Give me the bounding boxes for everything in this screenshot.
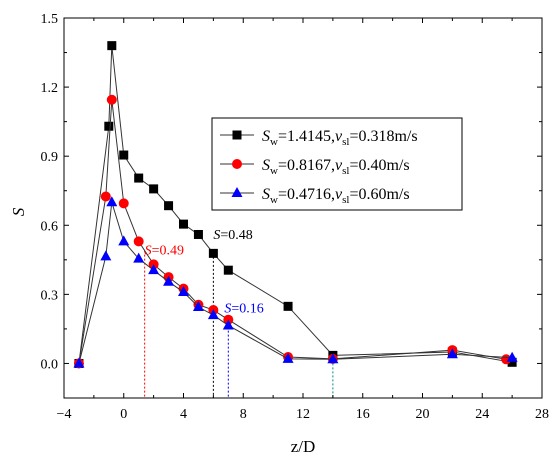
y-axis-label: S	[9, 207, 28, 216]
data-point	[282, 352, 294, 363]
annotation-red: S=0.49	[145, 244, 184, 259]
y-tick-label: 0.0	[41, 357, 59, 372]
data-point	[134, 173, 144, 183]
data-point	[100, 191, 111, 202]
data-point	[192, 301, 204, 312]
data-point	[178, 286, 189, 297]
data-point	[207, 309, 219, 320]
legend: Sw=1.4145,vsl=0.318m/s Sw=0.8167,vsl=0.40…	[211, 117, 463, 211]
x-tick-label: 24	[475, 407, 489, 422]
data-point	[148, 264, 160, 275]
x-tick-label: 28	[535, 407, 549, 422]
legend-item: Sw=1.4145,vsl=0.318m/s	[220, 128, 418, 148]
data-point	[223, 265, 233, 275]
data-point	[283, 301, 293, 311]
x-tick-label: 4	[180, 407, 187, 422]
series-triangle	[73, 196, 518, 368]
annotations: S=0.49 S=0.48 S=0.16	[145, 228, 264, 317]
data-point	[73, 357, 85, 368]
legend-label: Sw=1.4145,vsl=0.318m/s	[262, 128, 418, 148]
y-tick-label: 0.9	[41, 150, 59, 165]
x-tick-label: 0	[120, 407, 127, 422]
annotation-black: S=0.48	[213, 228, 252, 243]
annotation-blue: S=0.16	[224, 302, 263, 317]
y-tick-label: 0.3	[41, 288, 59, 303]
x-tick-label: 8	[240, 407, 247, 422]
legend-marker	[232, 130, 242, 140]
x-tick-label: 12	[296, 407, 310, 422]
x-ticks: −4 0 4 8 12 16 20 24 28	[57, 18, 549, 422]
data-point	[222, 319, 234, 330]
legend-label: Sw=0.8167,vsl=0.40m/s	[262, 157, 410, 177]
data-point	[446, 348, 458, 359]
data-point	[208, 248, 218, 258]
y-tick-label: 1.2	[41, 81, 59, 96]
data-point	[133, 252, 145, 263]
data-point	[507, 357, 517, 367]
data-point	[193, 229, 203, 239]
data-point	[133, 236, 144, 247]
y-tick-label: 0.6	[41, 219, 59, 234]
data-point	[118, 198, 129, 209]
legend-marker	[232, 159, 242, 169]
data-point	[164, 201, 174, 211]
legend-item: Sw=0.4716,vsl=0.60m/s	[220, 186, 410, 206]
y-tick-label: 1.5	[41, 12, 59, 27]
data-point	[149, 184, 159, 194]
data-point	[119, 150, 129, 160]
data-point	[118, 235, 130, 246]
data-point	[106, 196, 118, 207]
data-point	[163, 275, 175, 286]
data-point	[104, 121, 114, 131]
x-tick-label: −4	[57, 407, 72, 422]
x-axis-label: z/D	[291, 437, 316, 456]
data-point	[107, 41, 117, 51]
data-point	[179, 219, 188, 229]
x-tick-label: 16	[356, 407, 370, 422]
x-tick-label: 20	[416, 407, 430, 422]
annotation-guides	[144, 250, 334, 398]
series-line	[78, 202, 513, 364]
data-point	[100, 250, 112, 261]
data-point	[106, 94, 117, 105]
data-point	[506, 351, 518, 362]
series-layer	[73, 41, 518, 369]
y-ticks: 0.0 0.3 0.6 0.9 1.2 1.5	[41, 12, 542, 372]
data-point	[327, 353, 339, 364]
legend-item: Sw=0.8167,vsl=0.40m/s	[220, 157, 410, 177]
legend-marker	[231, 187, 243, 197]
legend-label: Sw=0.4716,vsl=0.60m/s	[262, 186, 410, 206]
